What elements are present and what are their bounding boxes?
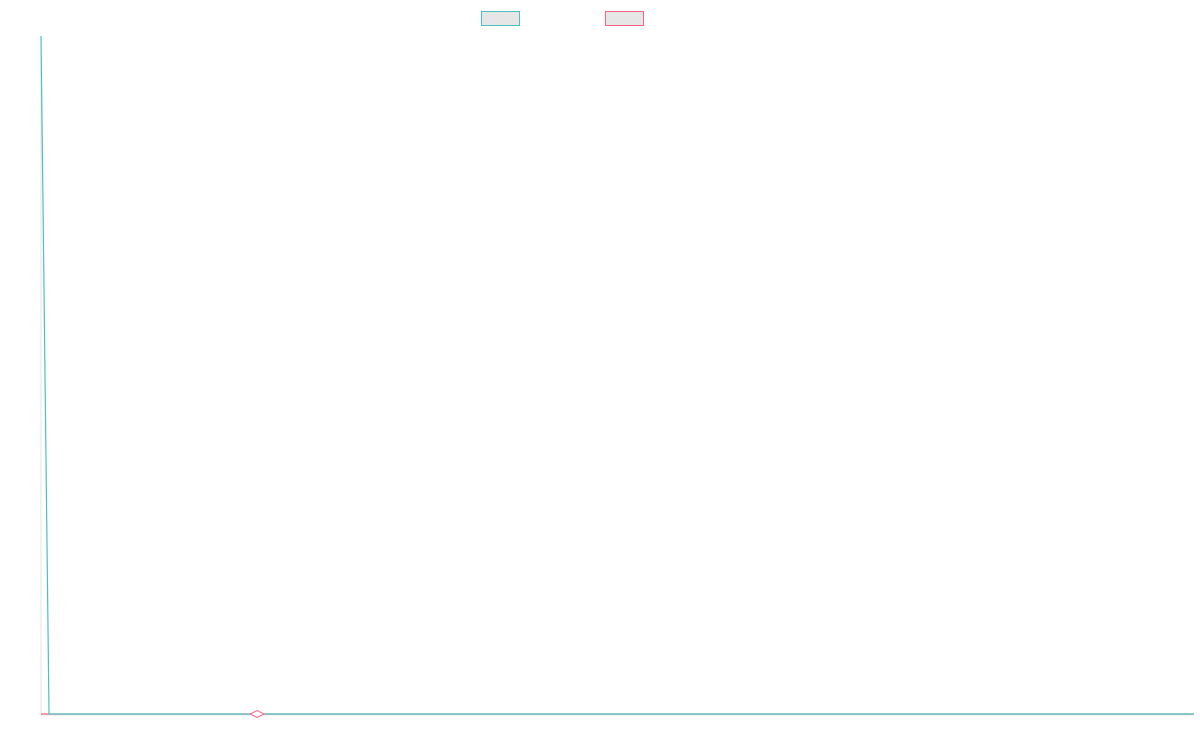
series-2-point-27[interactable] bbox=[249, 709, 266, 719]
series-1-line[interactable] bbox=[40, 35, 1194, 715]
legend-swatch-series-2 bbox=[605, 10, 644, 26]
legend-item-series-1[interactable] bbox=[481, 9, 526, 27]
legend-swatch-series-1 bbox=[481, 10, 520, 26]
legend-item-series-2[interactable] bbox=[605, 9, 650, 27]
series-layer bbox=[40, 35, 1194, 719]
axes bbox=[40, 36, 1194, 716]
legend bbox=[0, 0, 1200, 34]
